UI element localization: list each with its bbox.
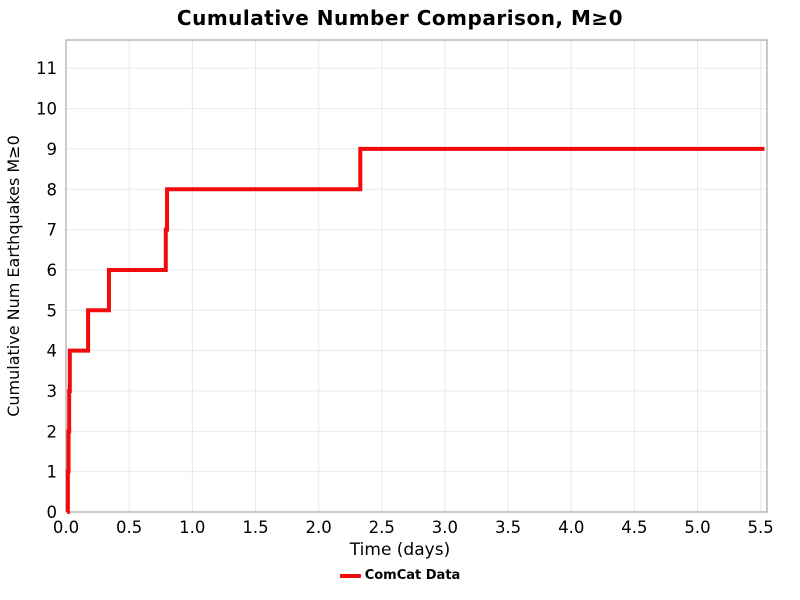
legend-label: ComCat Data bbox=[364, 568, 461, 583]
y-tick-label: 0 bbox=[47, 503, 58, 522]
x-tick-label: 1.5 bbox=[242, 518, 268, 537]
y-tick-label: 3 bbox=[47, 382, 58, 401]
x-tick-label: 1.0 bbox=[179, 518, 205, 537]
x-tick-label: 2.0 bbox=[305, 518, 331, 537]
x-tick-label: 4.0 bbox=[558, 518, 584, 537]
x-tick-label: 0.0 bbox=[53, 518, 79, 537]
y-tick-label: 10 bbox=[36, 100, 57, 119]
x-tick-label: 0.5 bbox=[116, 518, 142, 537]
y-axis-title-text: Cumulative Num Earthquakes M≥0 bbox=[4, 135, 23, 417]
y-tick-label: 6 bbox=[47, 261, 58, 280]
x-tick-label: 4.5 bbox=[621, 518, 647, 537]
x-tick-label: 3.5 bbox=[495, 518, 521, 537]
x-tick-label: 5.0 bbox=[684, 518, 710, 537]
series-line-comcat-data bbox=[65, 146, 765, 514]
x-tick-label: 2.5 bbox=[369, 518, 395, 537]
y-tick-label: 1 bbox=[47, 463, 58, 482]
y-tick-label: 7 bbox=[47, 221, 58, 240]
x-tick-label: 3.0 bbox=[432, 518, 458, 537]
y-tick-label: 4 bbox=[47, 342, 58, 361]
chart-title: Cumulative Number Comparison, M≥0 bbox=[176, 6, 624, 30]
legend-line-swatch bbox=[339, 573, 361, 578]
y-tick-label: 11 bbox=[36, 59, 57, 78]
legend: ComCat Data bbox=[0, 569, 800, 582]
y-tick-label: 2 bbox=[47, 422, 58, 441]
y-tick-label: 8 bbox=[47, 180, 58, 199]
axes-spines bbox=[65, 39, 768, 513]
plot-background bbox=[66, 40, 767, 512]
y-tick-label: 9 bbox=[47, 140, 58, 159]
x-tick-label: 5.5 bbox=[748, 518, 774, 537]
x-axis-title: Time (days) bbox=[349, 540, 451, 560]
y-tick-label: 5 bbox=[47, 301, 58, 320]
